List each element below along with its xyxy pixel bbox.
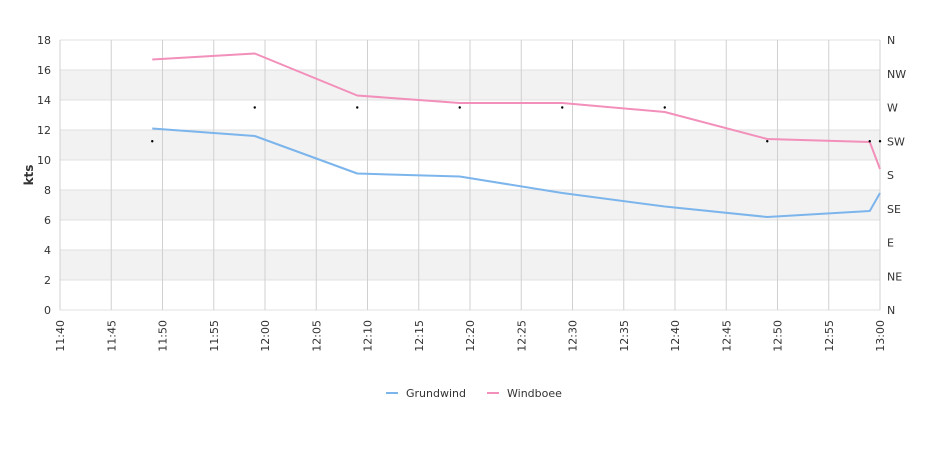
x-tick-label: 11:55 <box>208 320 221 352</box>
direction-point <box>878 140 882 143</box>
x-tick-label: 12:25 <box>515 320 528 352</box>
y-tick-label: 18 <box>37 34 51 47</box>
direction-point <box>663 106 666 109</box>
legend-item[interactable]: Windboee <box>487 387 562 400</box>
direction-point <box>253 106 256 109</box>
x-tick-label: 12:45 <box>720 320 733 352</box>
direction-point <box>766 140 769 143</box>
y-tick-label: 14 <box>37 94 51 107</box>
x-tick-label: 12:30 <box>567 320 580 352</box>
series-wind-direction <box>151 106 882 143</box>
y-axis-labels: 0 2 4 6 8 10 12 14 16 18 <box>37 34 51 317</box>
y-tick-label: 8 <box>44 184 51 197</box>
x-tick-label: 11:50 <box>157 320 170 352</box>
y2-tick-label: N <box>887 304 895 317</box>
x-tick-label: 12:35 <box>618 320 631 352</box>
x-tick-label: 12:15 <box>413 320 426 352</box>
y-tick-label: 0 <box>44 304 51 317</box>
x-tick-label: 12:20 <box>464 320 477 352</box>
series-line <box>152 52 881 170</box>
x-tick-label: 12:40 <box>669 320 682 352</box>
x-tick-label: 12:50 <box>772 320 785 352</box>
y2-tick-label: N <box>887 34 895 47</box>
y2-tick-label: NW <box>887 68 906 81</box>
y-tick-label: 4 <box>44 244 51 257</box>
series-windboee <box>152 52 881 170</box>
series-grundwind <box>152 127 881 218</box>
y2-tick-label: NE <box>887 270 902 283</box>
y-tick-label: 16 <box>37 64 51 77</box>
y-axis-title: kts <box>22 165 36 186</box>
legend-label: Windboee <box>507 387 562 400</box>
x-tick-label: 12:55 <box>823 320 836 352</box>
x-tick-label: 11:45 <box>105 320 118 352</box>
legend-label: Grundwind <box>406 387 466 400</box>
x-tick-label: 12:10 <box>362 320 375 352</box>
x-tick-label: 12:00 <box>259 320 272 352</box>
y2-tick-label: SW <box>887 135 905 148</box>
y-tick-label: 12 <box>37 124 51 137</box>
x-axis-labels: 11:40 11:45 11:50 11:55 12:00 12:05 12:10 12:15… <box>54 320 887 352</box>
direction-point <box>868 140 871 143</box>
x-gridlines <box>59 40 881 310</box>
direction-point <box>561 106 564 109</box>
y2-tick-label: S <box>887 169 894 182</box>
y-tick-label: 6 <box>44 214 51 227</box>
y2-tick-label: E <box>887 237 894 250</box>
direction-point <box>356 106 359 109</box>
direction-point <box>458 106 461 109</box>
x-tick-label: 12:05 <box>310 320 323 352</box>
legend[interactable]: Grundwind Windboee <box>386 387 562 400</box>
y2-tick-label: SE <box>887 203 901 216</box>
series-line <box>152 127 881 218</box>
y-tick-label: 2 <box>44 274 51 287</box>
direction-point <box>151 140 154 143</box>
x-tick-label: 13:00 <box>874 320 887 352</box>
legend-item[interactable]: Grundwind <box>386 387 466 400</box>
y2-tick-label: W <box>887 102 898 115</box>
x-tick-label: 11:40 <box>54 320 67 352</box>
y2-axis-labels: N NE E SE S SW W NW N <box>887 34 906 317</box>
y-tick-label: 10 <box>37 154 51 167</box>
